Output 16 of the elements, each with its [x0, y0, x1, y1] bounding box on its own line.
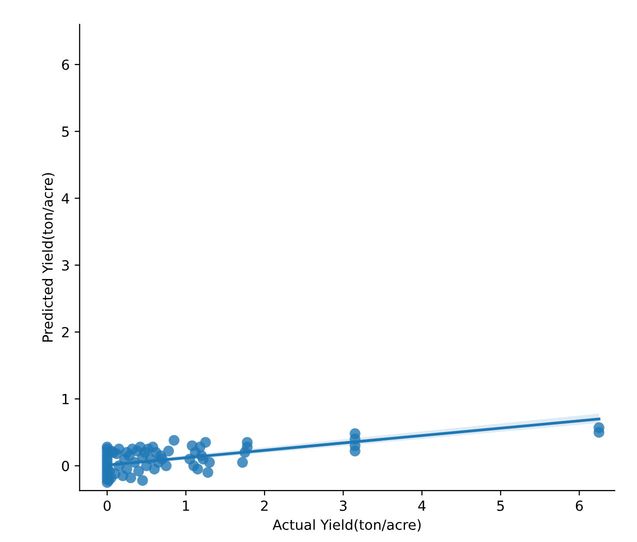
y-tick-label: 1	[62, 394, 69, 404]
x-tick-label: 1	[182, 500, 189, 511]
y-tick-label: 4	[62, 193, 70, 204]
y-tick-label: 6	[62, 59, 70, 70]
x-tick-label: 3	[340, 500, 347, 511]
y-tick-label: 5	[62, 126, 69, 137]
x-tick-label: 0	[104, 500, 111, 511]
x-tick-label: 4	[418, 500, 426, 511]
y-tick-label: 2	[62, 326, 69, 338]
x-axis-title: Actual Yield(ton/acre)	[272, 519, 421, 532]
x-tick-label: 5	[497, 500, 504, 511]
y-tick-label: 3	[62, 260, 69, 271]
y-axis-title: Predicted Yield(ton/acre)	[42, 173, 54, 342]
x-tick-label: 2	[261, 500, 268, 511]
x-tick-label: 6	[576, 500, 583, 511]
y-tick-label: 0	[62, 460, 69, 472]
